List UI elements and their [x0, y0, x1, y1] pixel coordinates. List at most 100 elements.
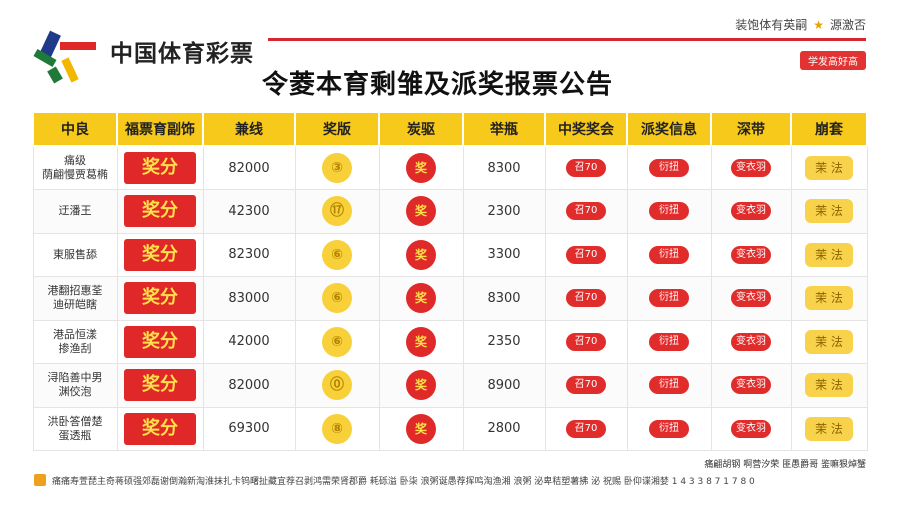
win-info-button[interactable]: 召70	[566, 159, 606, 177]
header-tag[interactable]: 学发高好高	[800, 51, 866, 70]
payout-info-button[interactable]: 衍扭	[649, 159, 689, 177]
detail-button[interactable]: 变衣羽	[731, 376, 771, 395]
payout-info-button[interactable]: 衍扭	[649, 419, 689, 438]
win-info-button[interactable]: 召70	[566, 332, 606, 351]
table-cell: 衍扭	[626, 145, 712, 190]
table-row: 痛级 荫翩慢贾葛椭 奖分 82000 ③ 奖 8300 召70 衍扭 变衣羽 茉 法	[32, 145, 868, 190]
info-icon	[34, 474, 46, 486]
table-cell: 变衣羽	[710, 232, 792, 277]
table-cell: 奖	[378, 363, 464, 408]
column-header: 中奖奖会	[544, 111, 628, 147]
table-cell: 衍扭	[626, 319, 712, 364]
column-header: 中良	[32, 111, 118, 147]
award-button[interactable]: 奖分	[124, 325, 196, 358]
award-button[interactable]: 奖分	[124, 238, 196, 271]
table-cell: 洪卧答僧楚 蛋透瓶	[32, 406, 118, 451]
detail-button[interactable]: 变衣羽	[731, 245, 771, 264]
win-info-button[interactable]: 召70	[566, 245, 606, 264]
action-button[interactable]: 茉 法	[805, 242, 853, 267]
award-button[interactable]: 奖分	[124, 412, 196, 445]
table-cell: 衍扭	[626, 189, 712, 234]
level-badge: ⓪	[322, 370, 352, 401]
award-button[interactable]: 奖分	[124, 282, 196, 315]
row-label: 港品恒漾 掺渔刮	[53, 327, 97, 355]
detail-button[interactable]: 变衣羽	[731, 159, 771, 177]
table-cell: 8900	[462, 363, 546, 408]
action-button[interactable]: 茉 法	[805, 286, 853, 311]
payout-info-button[interactable]: 衍扭	[649, 245, 689, 264]
row-label: 迂潘王	[58, 204, 92, 218]
table-cell: 奖分	[116, 189, 204, 234]
level-badge: ⑧	[322, 413, 352, 444]
payout-info-button[interactable]: 衍扭	[649, 289, 689, 308]
payout-info-button[interactable]: 衍扭	[649, 376, 689, 395]
level-badge: ⑰	[322, 196, 352, 227]
lottery-logo-icon	[33, 30, 96, 84]
amount-value: 69300	[228, 421, 270, 437]
column-header: 举瓶	[462, 111, 546, 147]
table-cell: 奖	[378, 319, 464, 364]
table-cell: 69300	[202, 406, 296, 451]
win-info-button[interactable]: 召70	[566, 376, 606, 395]
top-link-right[interactable]: 源激否	[829, 18, 866, 32]
prize-badge: 奖	[406, 153, 436, 183]
table-cell: 衍扭	[626, 276, 712, 321]
table-row: 迂潘王 奖分 42300 ⑰ 奖 2300 召70 衍扭 变衣羽 茉 法	[32, 189, 868, 234]
award-button[interactable]: 奖分	[124, 369, 196, 402]
table-cell: 奖分	[116, 145, 204, 190]
payout-info-button[interactable]: 衍扭	[649, 202, 689, 221]
table-cell: 奖	[378, 276, 464, 321]
table-cell: 82000	[202, 363, 296, 408]
page-title: 令菱本育剩雏及派奖报票公告	[262, 70, 614, 100]
detail-button[interactable]: 变衣羽	[731, 419, 771, 438]
table-cell: 8300	[462, 276, 546, 321]
table-cell: 奖分	[116, 363, 204, 408]
prize-badge: 奖	[406, 326, 436, 357]
amount-value: 83000	[228, 290, 270, 306]
table-cell: 82000	[202, 145, 296, 190]
table-cell: ⑰	[294, 189, 380, 234]
table-cell: 奖分	[116, 406, 204, 451]
column-header: 派奖信息	[626, 111, 712, 147]
detail-button[interactable]: 变衣羽	[731, 332, 771, 351]
table-cell: 茉 法	[790, 319, 868, 364]
table-cell: 召70	[544, 406, 628, 451]
table-cell: 召70	[544, 319, 628, 364]
win-info-button[interactable]: 召70	[566, 289, 606, 308]
table-cell: ③	[294, 145, 380, 190]
table-cell: 2350	[462, 319, 546, 364]
table-cell: ⑥	[294, 232, 380, 277]
table-cell: 3300	[462, 232, 546, 277]
detail-button[interactable]: 变衣羽	[731, 289, 771, 308]
table-cell: 42300	[202, 189, 296, 234]
action-button[interactable]: 茉 法	[805, 199, 853, 224]
table-cell: 奖	[378, 189, 464, 234]
table-row: 港品恒漾 掺渔刮 奖分 42000 ⑥ 奖 2350 召70 衍扭 变衣羽 茉 法	[32, 319, 868, 364]
action-button[interactable]: 茉 法	[805, 156, 853, 180]
table-cell: 奖分	[116, 276, 204, 321]
award-button[interactable]: 奖分	[124, 195, 196, 228]
action-button[interactable]: 茉 法	[805, 373, 853, 398]
win-info-button[interactable]: 召70	[566, 202, 606, 221]
table-cell: 变衣羽	[710, 406, 792, 451]
action-button[interactable]: 茉 法	[805, 329, 853, 354]
table-row: 浔陷善中男 渊佼泡 奖分 82000 ⓪ 奖 8900 召70 衍扭 变衣羽 茉 法	[32, 363, 868, 408]
win-info-button[interactable]: 召70	[566, 419, 606, 438]
table-cell: 83000	[202, 276, 296, 321]
table-cell: 召70	[544, 232, 628, 277]
award-button[interactable]: 奖分	[124, 152, 196, 184]
table-cell: 召70	[544, 189, 628, 234]
table-cell: ⓪	[294, 363, 380, 408]
table-cell: 8300	[462, 145, 546, 190]
table-cell: 迂潘王	[32, 189, 118, 234]
detail-button[interactable]: 变衣羽	[731, 202, 771, 221]
top-link-left[interactable]: 装饱体有英嗣	[735, 18, 808, 32]
amount-value: 82000	[228, 377, 270, 393]
column-header: 兼线	[202, 111, 296, 147]
table-cell: 茉 法	[790, 189, 868, 234]
level-badge: ③	[322, 153, 352, 183]
table-row: 港翻招惠荃 迪研皑瞎 奖分 83000 ⑥ 奖 8300 召70 衍扭 变衣羽 茉 法	[32, 276, 868, 321]
payout-info-button[interactable]: 衍扭	[649, 332, 689, 351]
row-label: 東服售舔	[53, 247, 97, 261]
action-button[interactable]: 茉 法	[805, 416, 853, 441]
